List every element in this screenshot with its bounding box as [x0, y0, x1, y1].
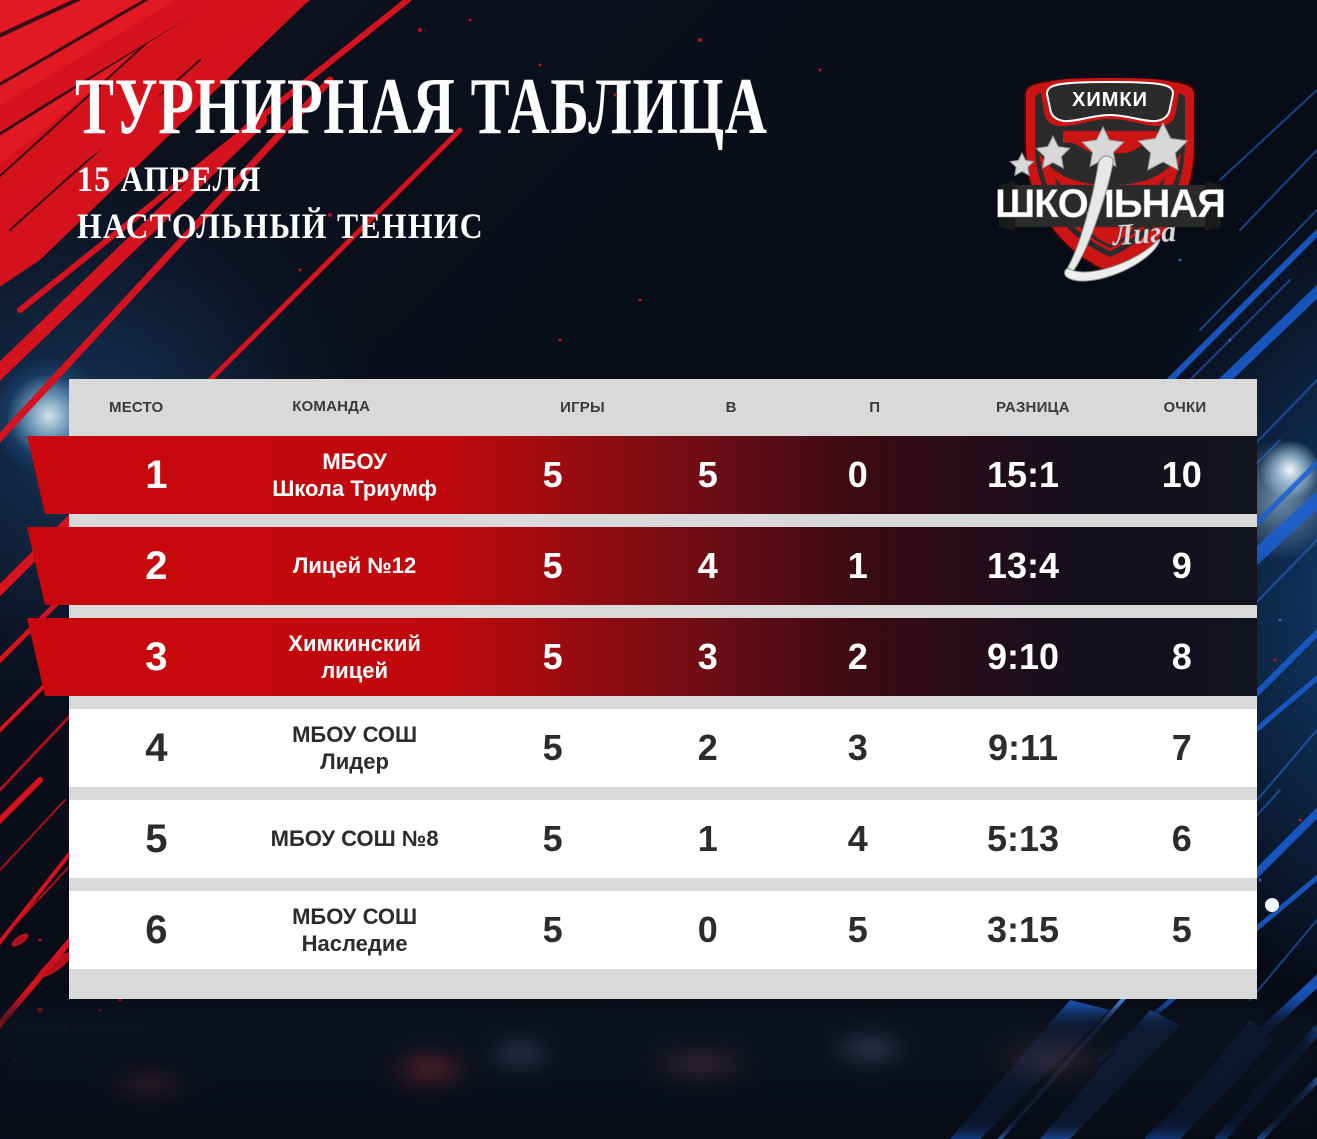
svg-text:ШКОЛЬНАЯ: ШКОЛЬНАЯ — [995, 182, 1225, 226]
svg-text:ХИМКИ: ХИМКИ — [1072, 89, 1148, 111]
svg-text:Лига: Лига — [1110, 215, 1177, 252]
